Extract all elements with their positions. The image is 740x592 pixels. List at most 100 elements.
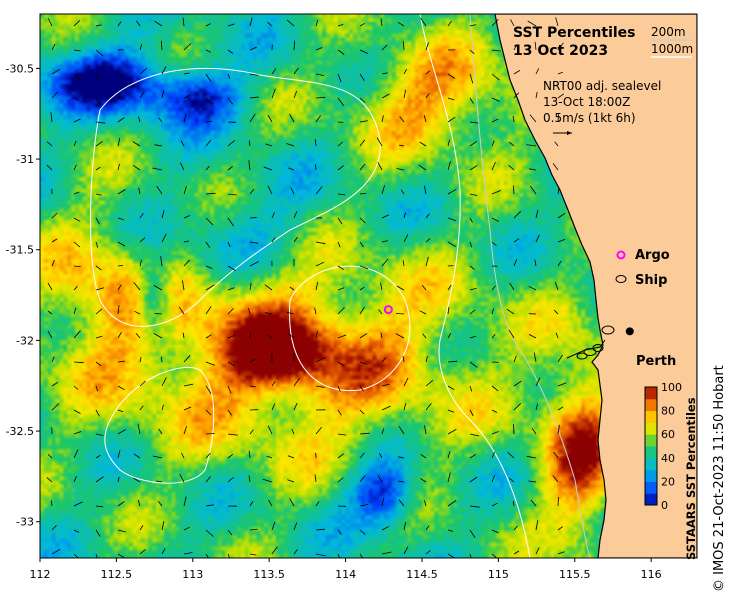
current-vector (315, 47, 323, 51)
current-vector (314, 139, 317, 147)
current-vector (286, 312, 295, 315)
current-vector (179, 474, 185, 483)
current-vector (469, 433, 480, 437)
current-vector (469, 49, 475, 55)
colorbar-tick-label: 40 (661, 452, 675, 465)
current-vector (529, 114, 537, 123)
current-vector (533, 352, 537, 363)
current-vector (491, 97, 500, 102)
current-vector (181, 452, 185, 459)
current-vector (47, 282, 53, 291)
current-vector (381, 44, 388, 51)
current-vector (287, 455, 295, 459)
legend-argo: Argo (635, 248, 670, 263)
current-vector (469, 476, 478, 483)
current-vector (227, 73, 231, 79)
current-vector (403, 521, 407, 531)
current-vector (376, 137, 383, 147)
current-vector (183, 240, 190, 243)
current-vector (227, 166, 233, 171)
current-vector (227, 335, 235, 339)
current-vector (447, 139, 450, 147)
current-vector (249, 501, 254, 507)
current-vector (315, 261, 325, 267)
current-vector (117, 265, 124, 267)
current-vector (178, 306, 185, 315)
current-vector (183, 355, 191, 363)
current-vector (337, 334, 347, 339)
colorbar-segment (645, 434, 657, 447)
colorbar-segment (645, 410, 657, 423)
current-vector (117, 73, 124, 78)
current-vector (249, 113, 256, 123)
current-vector (381, 240, 388, 243)
current-vector (117, 284, 122, 291)
current-vector (535, 403, 538, 411)
current-vector (315, 330, 318, 339)
current-vector (425, 238, 431, 243)
current-vector (359, 409, 365, 415)
current-vector (315, 528, 325, 531)
current-vector (249, 385, 256, 388)
current-vector (381, 184, 385, 195)
y-tick-label: -31.5 (6, 244, 34, 257)
current-vector (271, 211, 275, 219)
current-vector (205, 433, 215, 435)
place-perth: Perth (636, 354, 676, 369)
current-vector (73, 217, 81, 222)
current-vector (337, 553, 341, 558)
current-vector (161, 548, 166, 555)
current-vector (290, 187, 295, 195)
current-vector (315, 501, 320, 507)
current-vector (154, 144, 163, 147)
current-vector (73, 307, 77, 315)
current-vector (513, 44, 518, 51)
current-vector (403, 377, 409, 387)
current-vector (227, 49, 234, 54)
current-vector (248, 450, 251, 459)
current-vector (447, 451, 451, 459)
current-vector (46, 164, 53, 171)
current-vector (51, 382, 58, 387)
current-vector (491, 190, 502, 195)
current-vector (506, 308, 515, 315)
current-vector (315, 281, 319, 291)
current-vector (315, 164, 317, 171)
current-vector (510, 19, 515, 27)
current-vector (315, 427, 322, 435)
colorbar-frame (644, 386, 658, 506)
current-vector (51, 43, 56, 51)
current-vector (469, 409, 474, 417)
current-vector (51, 238, 58, 243)
current-vector (249, 241, 259, 244)
current-vector (423, 115, 427, 123)
current-vector (534, 41, 537, 51)
argo-float-marker[interactable] (383, 305, 393, 315)
colorbar-segment (645, 398, 657, 412)
current-vector (557, 238, 566, 243)
current-vector (293, 90, 298, 99)
current-vector (425, 70, 431, 75)
contour-200m (469, 14, 591, 558)
current-vector (359, 193, 367, 195)
current-vector (95, 433, 104, 436)
current-vector (139, 67, 148, 75)
current-vector (397, 21, 405, 27)
current-vector (359, 432, 370, 435)
current-vector (337, 409, 342, 416)
current-vector (47, 310, 53, 315)
current-vector (395, 333, 405, 339)
current-vector (227, 433, 238, 436)
contour-1000m (419, 14, 531, 558)
current-vector (50, 500, 53, 507)
current-vector (227, 553, 231, 558)
current-vector (264, 284, 273, 291)
colorbar-segment (645, 457, 657, 471)
current-vector (293, 402, 298, 411)
current-vector (555, 332, 559, 339)
current-vector (47, 18, 53, 27)
current-vector (153, 333, 163, 339)
current-vector (513, 550, 520, 555)
current-vector (73, 97, 80, 101)
